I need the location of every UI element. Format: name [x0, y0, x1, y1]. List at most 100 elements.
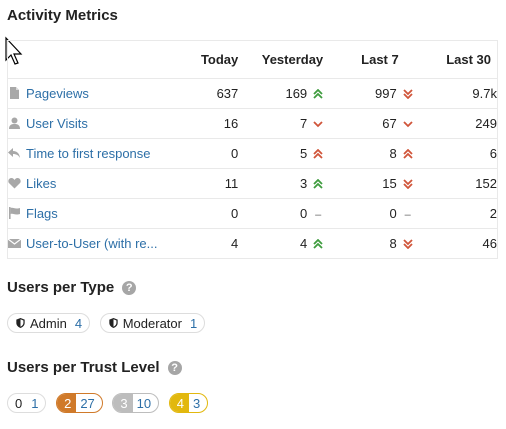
last7-cell: 8	[323, 228, 413, 259]
activity-metrics-table: Today Yesterday Last 7 Last 30 Pageviews…	[6, 40, 498, 259]
last7-value: 0	[389, 206, 397, 221]
trend-down-double-icon	[403, 89, 413, 101]
question-icon[interactable]: ?	[167, 361, 182, 375]
users-per-type-label: Users per Type	[7, 279, 115, 296]
trust-level-count: 1	[31, 395, 39, 411]
user-type-name: Moderator	[122, 315, 182, 331]
trust-level-list: 0 1 2 27 3 10 4 3	[7, 393, 214, 413]
table-header-row: Today Yesterday Last 7 Last 30	[6, 40, 498, 79]
trend-up-double-icon	[403, 148, 413, 161]
metric-label-cell[interactable]: User Visits	[6, 108, 167, 139]
yesterday-cell: 5	[238, 138, 324, 169]
user-type-name: Admin	[30, 315, 67, 331]
trust-level-number: 0	[15, 395, 23, 411]
metric-label-link[interactable]: Time to first response	[26, 146, 151, 161]
last7-value: 997	[375, 86, 397, 101]
table-row: Pageviews 637 169 997 9.7k	[6, 78, 498, 109]
trend-down-icon	[403, 119, 413, 131]
today-value: 11	[166, 168, 239, 199]
trend-flat-icon: –	[404, 209, 411, 221]
table-row: User-to-User (with re... 4 4 8 46	[6, 228, 498, 259]
metric-label-cell[interactable]: Time to first response	[6, 138, 167, 169]
users-per-trust-level-label: Users per Trust Level	[7, 359, 160, 376]
trend-down-double-icon	[403, 179, 413, 191]
user-type-label: Admin	[8, 314, 71, 332]
yesterday-value: 0	[299, 206, 308, 221]
col-last30-header: Last 30	[412, 40, 498, 79]
metric-label-link[interactable]: Pageviews	[26, 86, 89, 101]
trust-level-count: 27	[80, 395, 95, 411]
user-type-count: 4	[74, 315, 83, 331]
trust-level-pill-4[interactable]: 4 3	[168, 393, 209, 413]
today-value: 637	[166, 78, 239, 109]
metric-label-link[interactable]: User Visits	[26, 116, 88, 131]
activity-metrics-title: Activity Metrics	[7, 7, 118, 24]
trust-level-count: 3	[192, 395, 201, 411]
yesterday-value: 3	[299, 176, 308, 191]
yesterday-cell: 0–	[238, 198, 324, 229]
user-type-pill-moderator[interactable]: Moderator 1	[99, 313, 206, 333]
trend-up-double-icon	[313, 238, 323, 251]
metric-label-link[interactable]: Flags	[26, 206, 58, 221]
users-per-type-list: Admin 4 Moderator 1	[7, 313, 211, 333]
last30-value: 152	[412, 168, 498, 199]
user-type-pill-admin[interactable]: Admin 4	[7, 313, 91, 333]
today-value: 16	[166, 108, 239, 139]
reply-icon	[8, 148, 20, 158]
heart-icon	[8, 178, 21, 189]
yesterday-cell: 3	[238, 168, 324, 199]
user-type-count: 1	[189, 315, 198, 331]
table-row: Time to first response 0 5 8 6	[6, 138, 498, 169]
trust-level-pill-2[interactable]: 2 27	[56, 393, 103, 413]
yesterday-cell: 4	[238, 228, 324, 259]
today-value: 4	[166, 228, 239, 259]
yesterday-value: 5	[299, 146, 308, 161]
last7-cell: 67	[323, 108, 413, 139]
trust-level-pill-0[interactable]: 0 1	[7, 393, 47, 413]
last30-value: 249	[412, 108, 498, 139]
metric-label-link[interactable]: Likes	[26, 176, 57, 191]
metric-label-link[interactable]: User-to-User (with re...	[26, 236, 158, 251]
table-row: Likes 11 3 15 152	[6, 168, 498, 199]
label-header	[6, 40, 167, 79]
last30-value: 46	[412, 228, 498, 259]
flag-icon	[9, 207, 20, 219]
trust-level-number: 3	[113, 394, 133, 412]
last30-value: 9.7k	[412, 78, 498, 109]
metric-label-cell[interactable]: User-to-User (with re...	[6, 228, 167, 259]
shield-icon	[109, 318, 118, 328]
trend-flat-icon: –	[315, 209, 322, 221]
shield-icon	[16, 318, 25, 328]
metric-label-cell[interactable]: Likes	[6, 168, 167, 199]
trust-level-pill-3[interactable]: 3 10	[112, 393, 160, 413]
last30-value: 6	[412, 138, 498, 169]
trend-up-double-icon	[313, 88, 323, 101]
today-value: 0	[166, 198, 239, 229]
last7-value: 8	[389, 146, 397, 161]
user-type-label: Moderator	[101, 314, 186, 332]
last7-value: 15	[382, 176, 397, 191]
metric-label-cell[interactable]: Flags	[6, 198, 167, 229]
metric-label-cell[interactable]: Pageviews	[6, 78, 167, 109]
last7-cell: 997	[323, 78, 413, 109]
table-row: User Visits 16 7 67 249	[6, 108, 498, 139]
col-today-header: Today	[166, 40, 239, 79]
col-last7-header: Last 7	[323, 40, 413, 79]
trend-up-double-icon	[313, 178, 323, 191]
user-icon	[9, 117, 20, 129]
file-icon	[10, 87, 19, 99]
yesterday-cell: 169	[238, 78, 324, 109]
trend-down-double-icon	[403, 239, 413, 251]
trust-level-count: 10	[136, 395, 152, 411]
question-icon[interactable]: ?	[122, 281, 137, 295]
col-yesterday-header: Yesterday	[238, 40, 324, 79]
trust-level-number: 2	[57, 394, 77, 412]
last7-cell: 8	[323, 138, 413, 169]
last7-value: 67	[382, 116, 397, 131]
last7-cell: 0–	[323, 198, 413, 229]
last7-value: 8	[389, 236, 397, 251]
yesterday-value: 169	[285, 86, 308, 101]
trust-level-number: 4	[169, 394, 189, 412]
yesterday-value: 7	[299, 116, 308, 131]
users-per-trust-level-title: Users per Trust Level?	[7, 359, 182, 376]
